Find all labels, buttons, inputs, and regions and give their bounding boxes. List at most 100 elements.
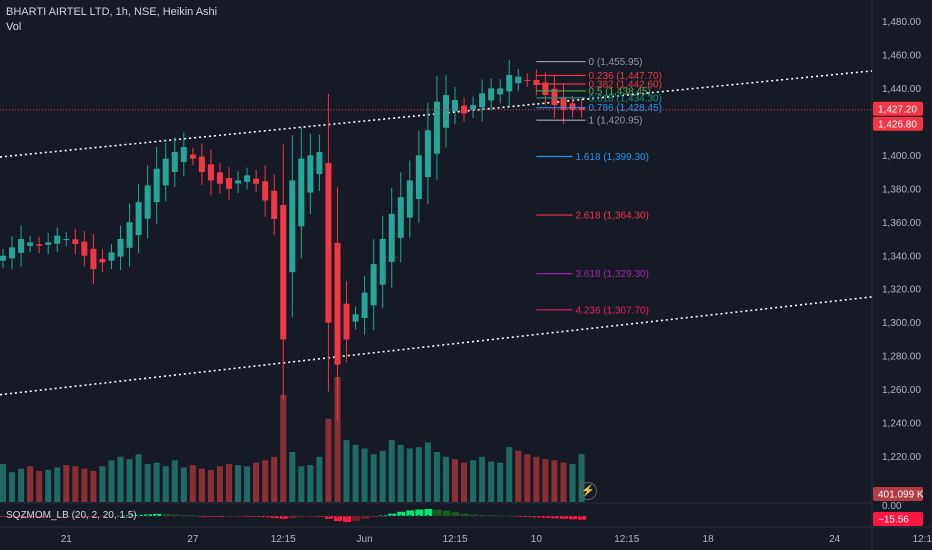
squeeze-dot — [417, 514, 421, 518]
volume-bar — [578, 454, 585, 502]
squeeze-dot — [381, 514, 384, 518]
squeeze-dot — [345, 514, 348, 518]
squeeze-dot — [453, 514, 457, 518]
candle — [334, 187, 341, 420]
candle — [216, 162, 223, 194]
volume-bar — [117, 456, 124, 502]
candle-body — [189, 154, 196, 159]
candle — [280, 144, 287, 400]
candle-body — [406, 180, 413, 218]
candle — [262, 165, 269, 217]
squeeze-dot — [209, 514, 213, 518]
chart-legend: BHARTI AIRTEL LTD, 1h, NSE, Heikin Ashi … — [6, 5, 217, 35]
candle — [325, 93, 332, 392]
momentum-bar — [424, 509, 433, 516]
volume-bar — [452, 459, 458, 502]
squeeze-dot — [83, 514, 86, 518]
volume-bar — [343, 440, 350, 502]
candle-body — [361, 292, 368, 318]
fib-label: 1 (1,420.95) — [589, 116, 643, 127]
candle — [343, 281, 350, 363]
candle — [0, 248, 6, 268]
volume-bar — [488, 461, 495, 502]
squeeze-dot — [516, 514, 520, 518]
candle — [370, 239, 377, 331]
squeeze-dot — [164, 514, 168, 518]
candle-body — [461, 105, 468, 114]
candle — [479, 79, 486, 122]
lightning-icon[interactable]: ⚡ — [579, 482, 597, 500]
candle-body — [488, 88, 495, 101]
candle — [153, 147, 160, 224]
time-tick-label: 12:15 — [913, 534, 932, 545]
volume-bar — [180, 467, 187, 502]
squeeze-dot — [182, 514, 186, 518]
volume-bar — [45, 469, 52, 502]
candle — [108, 244, 115, 270]
fib-label: 0 (1,455.95) — [589, 57, 643, 68]
candle — [180, 132, 187, 177]
candle-body — [433, 101, 440, 154]
volume-bar — [189, 465, 196, 502]
momentum-bar — [559, 516, 568, 519]
symbol-title[interactable]: BHARTI AIRTEL LTD, 1h, NSE, Heikin Ashi — [6, 6, 218, 18]
volume-bar — [262, 460, 269, 502]
fib-label: 1.618 (1,399.30) — [576, 152, 649, 163]
secondary-price-badge: 1,426.80 — [873, 116, 923, 131]
volume-bar — [144, 463, 151, 502]
trend-line-lower — [0, 296, 873, 396]
candle — [207, 149, 214, 196]
squeeze-dot — [191, 514, 195, 518]
volume-bar — [36, 471, 43, 502]
fib-level: 4.236 (1,307.70) — [536, 305, 649, 316]
fib-label: 4.236 (1,307.70) — [576, 305, 649, 316]
squeeze-dot — [300, 514, 303, 518]
volume-bar — [361, 448, 368, 502]
candle-body — [126, 222, 133, 248]
momentum-bar — [415, 509, 424, 516]
candle-body — [415, 155, 422, 199]
candle — [45, 232, 52, 255]
time-tick-label: 21 — [61, 534, 73, 545]
volume-label[interactable]: Vol — [6, 21, 22, 33]
volume-bar — [54, 467, 61, 502]
axis-badges: 1,427.20 1,426.80 401.099 K0.00 −15.56 — [873, 101, 924, 526]
volume-bar — [99, 466, 106, 502]
momentum-bar — [433, 509, 442, 516]
momentum-bar — [397, 511, 406, 516]
candle-body — [54, 235, 61, 244]
candle-body — [370, 264, 377, 306]
volume-bar — [135, 454, 142, 502]
volume-bar — [27, 466, 34, 502]
price-tick-label: 1,440.00 — [882, 84, 921, 95]
squeeze-dot — [10, 514, 14, 518]
squeeze-dot — [363, 514, 366, 518]
candle-body — [99, 258, 106, 263]
volume-bar — [406, 448, 413, 502]
volume-bar — [307, 465, 314, 502]
volume-bar — [334, 377, 341, 502]
oscillator-title[interactable]: SQZMOM_LB (20, 2, 20, 1.5) — [6, 510, 137, 521]
squeeze-dot — [110, 514, 113, 518]
price-tick-label: 1,260.00 — [882, 385, 921, 396]
candle — [144, 165, 151, 239]
candle — [497, 79, 504, 104]
squeeze-dot — [526, 514, 529, 518]
candle-body — [45, 242, 52, 245]
osc-value-badge-bg — [873, 512, 923, 526]
squeeze-dot — [137, 514, 140, 518]
candle-body — [108, 252, 115, 261]
momentum-bar — [578, 516, 587, 520]
squeeze-dot — [1, 514, 5, 518]
price-tick-label: 1,380.00 — [882, 184, 921, 195]
volume-bar — [171, 460, 178, 502]
candle — [36, 236, 43, 254]
candle-body — [27, 242, 34, 246]
volume-bar — [424, 442, 431, 502]
squeeze-dot — [535, 514, 538, 518]
volume-bar — [126, 459, 133, 502]
squeeze-dot — [553, 514, 556, 518]
candle — [515, 69, 522, 91]
volume-bar — [397, 444, 404, 502]
